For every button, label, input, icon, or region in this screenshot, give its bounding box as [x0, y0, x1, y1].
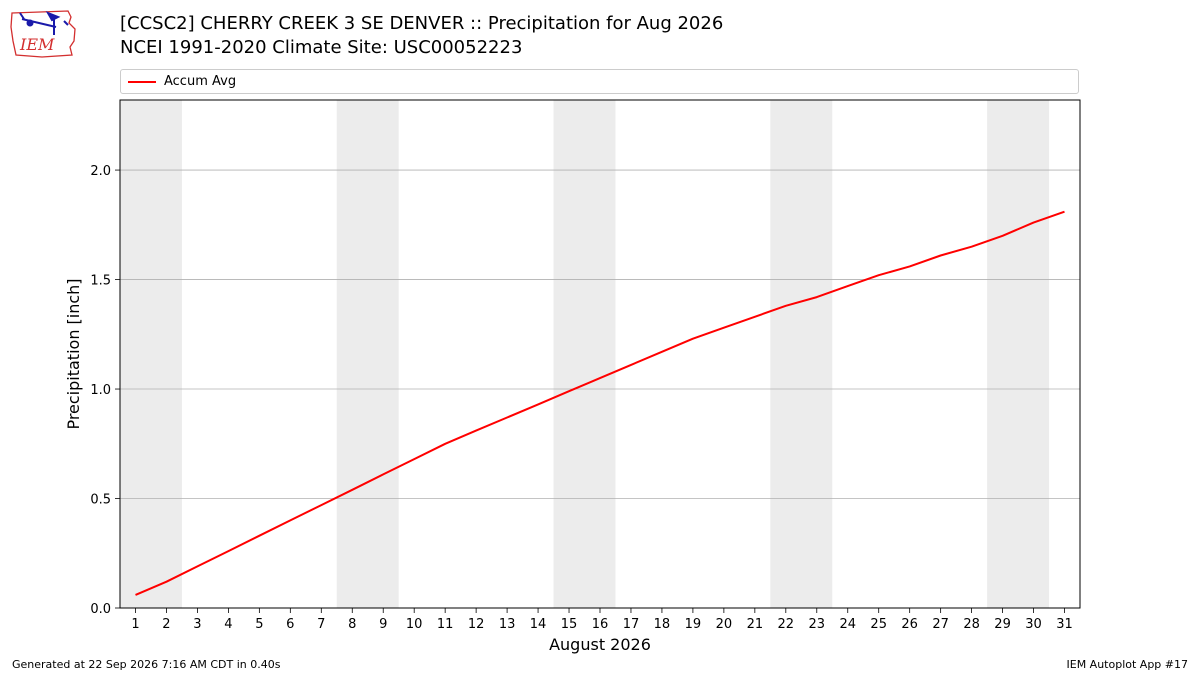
y-tick-label: 0.0	[90, 602, 111, 617]
data-point	[351, 489, 353, 491]
x-tick-label: 7	[317, 617, 325, 632]
data-point	[444, 443, 446, 445]
data-point	[1002, 235, 1004, 237]
x-tick-label: 1	[131, 617, 139, 632]
data-point	[289, 519, 291, 521]
x-tick-label: 16	[592, 617, 609, 632]
x-tick-label: 10	[406, 617, 423, 632]
x-tick-label: 28	[963, 617, 980, 632]
x-tick-label: 6	[286, 617, 294, 632]
plot-frame	[119, 99, 1081, 609]
data-point	[196, 565, 198, 567]
series-line-accum-avg	[135, 210, 1065, 596]
chart-subtitle: NCEI 1991-2020 Climate Site: USC00052223	[120, 37, 523, 58]
x-tick-label: 12	[468, 617, 485, 632]
data-point	[134, 594, 136, 596]
data-point	[1064, 211, 1066, 213]
x-tick-label: 20	[716, 617, 733, 632]
y-tick-label: 1.0	[90, 383, 111, 398]
x-tick-label: 11	[437, 617, 454, 632]
x-tick-label: 14	[530, 617, 547, 632]
weekend-band	[770, 100, 833, 608]
x-tick-label: 29	[994, 617, 1011, 632]
x-tick-label: 8	[348, 617, 356, 632]
x-tick-label: 23	[809, 617, 826, 632]
x-tick-label: 9	[379, 617, 387, 632]
data-point	[692, 338, 694, 340]
data-point	[599, 377, 601, 379]
x-tick-label: 5	[255, 617, 263, 632]
data-point	[816, 296, 818, 298]
data-point	[382, 473, 384, 475]
x-tick-label: 25	[870, 617, 887, 632]
x-tick-label: 19	[685, 617, 702, 632]
legend-swatch-accum-avg	[128, 81, 156, 83]
data-point	[754, 316, 756, 318]
x-tick-label: 30	[1025, 617, 1042, 632]
x-tick-label: 2	[162, 617, 170, 632]
data-point	[475, 430, 477, 432]
iowa-outline-icon	[10, 10, 76, 58]
footer-generated: Generated at 22 Sep 2026 7:16 AM CDT in …	[12, 658, 281, 671]
data-point	[506, 417, 508, 419]
data-point	[785, 305, 787, 307]
data-point	[258, 535, 260, 537]
data-point	[537, 403, 539, 405]
legend-label-accum-avg: Accum Avg	[164, 74, 237, 89]
weekend-band	[987, 100, 1050, 608]
weather-station-icon	[19, 11, 69, 35]
weekend-band	[120, 100, 182, 608]
y-tick-label: 2.0	[90, 164, 111, 179]
x-tick-label: 26	[901, 617, 918, 632]
data-point	[909, 265, 911, 267]
data-point	[878, 274, 880, 276]
footer-app-id: IEM Autoplot App #17	[1066, 658, 1189, 671]
x-tick-label: 27	[932, 617, 949, 632]
x-tick-label: 15	[561, 617, 578, 632]
logo-text: IEM	[19, 35, 55, 54]
x-tick-label: 13	[499, 617, 516, 632]
data-point	[320, 504, 322, 506]
data-point	[165, 581, 167, 583]
x-tick-label: 21	[747, 617, 764, 632]
data-point	[971, 246, 973, 248]
y-tick-label: 1.5	[90, 274, 111, 289]
data-point	[940, 254, 942, 256]
x-tick-label: 22	[778, 617, 795, 632]
data-point	[661, 351, 663, 353]
x-tick-label: 3	[193, 617, 201, 632]
y-axis-label: Precipitation [inch]	[64, 278, 83, 429]
x-tick-label: 31	[1056, 617, 1073, 632]
x-axis-label: August 2026	[549, 635, 651, 654]
x-tick-label: 24	[839, 617, 856, 632]
x-tick-label: 17	[623, 617, 640, 632]
data-point	[227, 550, 229, 552]
data-point	[723, 327, 725, 329]
data-point	[630, 364, 632, 366]
y-tick-label: 0.5	[90, 493, 111, 508]
data-point	[1033, 222, 1035, 224]
data-point	[413, 458, 415, 460]
weekend-band	[336, 100, 399, 608]
data-point	[568, 390, 570, 392]
iem-logo: IEM	[10, 10, 76, 58]
x-tick-label: 4	[224, 617, 232, 632]
legend: Accum Avg	[120, 69, 1079, 94]
data-point	[847, 285, 849, 287]
chart-title: [CCSC2] CHERRY CREEK 3 SE DENVER :: Prec…	[120, 13, 724, 34]
weekend-band	[553, 100, 616, 608]
x-tick-label: 18	[654, 617, 671, 632]
